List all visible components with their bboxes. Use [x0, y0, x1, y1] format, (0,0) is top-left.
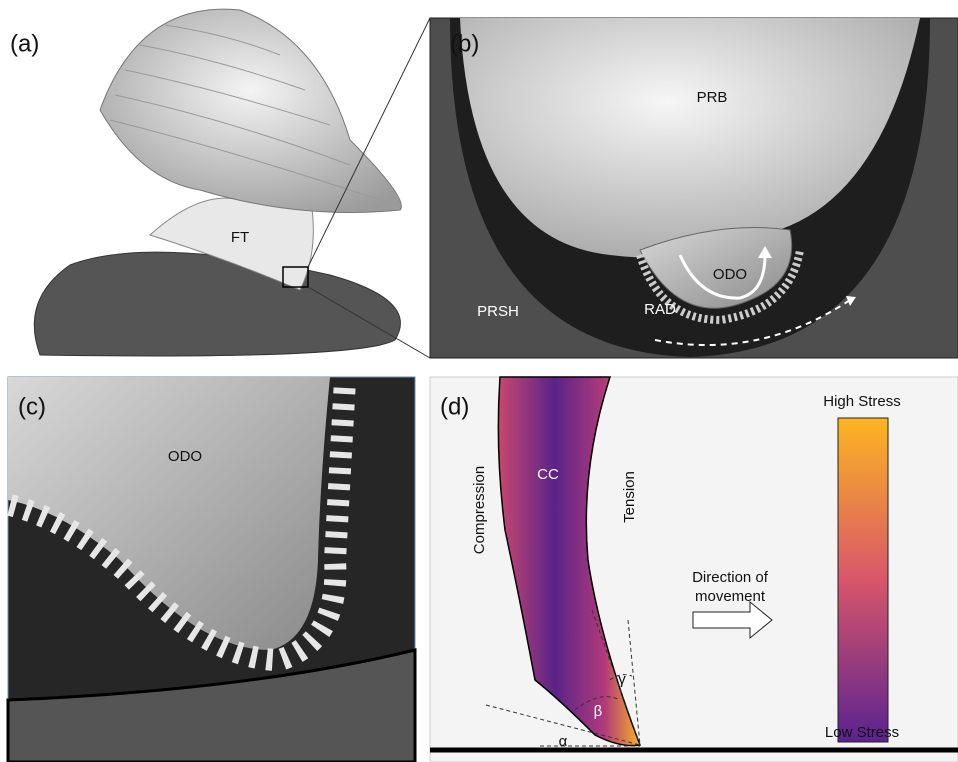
mussel	[34, 252, 400, 356]
direction-label: Direction of	[692, 569, 769, 586]
panel-tag: (c)	[18, 393, 46, 420]
figure: (a) FT (b) PRB ODO PRSH RAD (c) ODO	[0, 0, 958, 762]
panel-tag: (d)	[440, 393, 469, 420]
colorbar-label: High Stress	[823, 393, 901, 410]
label: RAD	[644, 301, 676, 318]
label: PRB	[697, 89, 728, 106]
label: ODO	[713, 266, 747, 283]
angle-label: α	[559, 733, 568, 750]
panel-b: (b) PRB ODO PRSH RAD	[430, 18, 958, 358]
colorbar	[838, 418, 888, 742]
angle-label: γ	[618, 671, 626, 688]
shell	[100, 9, 401, 212]
panel-tag: (a)	[10, 30, 39, 57]
label: Tension	[621, 471, 638, 523]
label: ODO	[168, 448, 202, 465]
panel-c: (c) ODO	[8, 377, 415, 762]
label: FT	[231, 229, 249, 246]
panel-d: (d) CC Compression Tension Direction of …	[430, 377, 958, 762]
label: Compression	[471, 466, 488, 554]
panel-a: (a) FT	[10, 9, 430, 358]
angle-label: β	[594, 703, 603, 720]
label: PRSH	[477, 303, 519, 320]
direction-label: movement	[695, 588, 766, 605]
label: CC	[537, 466, 559, 483]
panel-tag: (b)	[450, 30, 479, 57]
colorbar-label: Low Stress	[825, 724, 899, 741]
